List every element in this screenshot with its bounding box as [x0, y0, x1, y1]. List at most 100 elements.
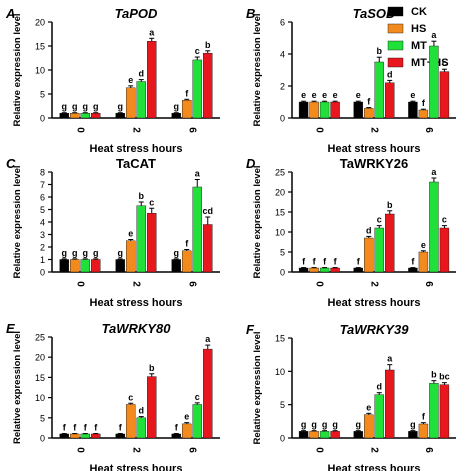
bar-hs — [182, 423, 192, 439]
y-tick-label: 15 — [275, 208, 285, 218]
bar-ck — [353, 267, 363, 273]
significance-letter: g — [301, 420, 307, 430]
bar-hs — [418, 109, 429, 119]
bar-hs — [309, 267, 319, 273]
bar-mt-hs — [203, 53, 213, 119]
significance-letter: f — [73, 423, 77, 433]
bar-mt-hs — [91, 259, 101, 273]
panel-letter: C — [6, 156, 16, 171]
significance-letter: f — [84, 423, 88, 433]
significance-letter: f — [323, 257, 327, 267]
y-tick-label: 5 — [40, 90, 45, 100]
y-tick-label: 10 — [275, 367, 285, 377]
significance-letter: e — [421, 240, 426, 250]
bar-mt — [429, 181, 439, 273]
bar-mt-hs — [439, 384, 450, 439]
bar-mt-hs — [330, 101, 340, 119]
x-tick-label: 0 — [74, 281, 85, 287]
x-tick-label: 0 — [314, 127, 325, 133]
significance-letter: f — [302, 257, 306, 267]
legend: CKHSMTMT+HS — [387, 6, 449, 69]
significance-letter: d — [139, 406, 145, 416]
x-tick-label: 0 — [74, 447, 85, 453]
x-axis-label: Heat stress hours — [328, 143, 421, 155]
y-tick-label: 5 — [280, 400, 285, 410]
y-axis-label: Relative expression level — [252, 13, 263, 126]
significance-letter: f — [422, 412, 426, 422]
bar-mt — [374, 61, 384, 119]
bar-ck — [298, 267, 309, 273]
y-tick-label: 5 — [280, 248, 285, 258]
bar-mt — [192, 404, 202, 439]
y-tick-label: 0 — [280, 268, 285, 278]
y-axis-label: Relative expression level — [252, 331, 263, 444]
x-tick-label: 0 — [314, 281, 325, 287]
significance-letter: b — [377, 46, 383, 56]
bar-mt — [319, 431, 330, 439]
significance-letter: d — [366, 225, 372, 235]
significance-letter: f — [422, 98, 426, 108]
bar-ck — [115, 433, 125, 439]
bar-hs — [70, 259, 80, 273]
x-tick-label: 0 — [314, 447, 325, 453]
y-axis-label: Relative expression level — [12, 13, 23, 126]
x-axis-label: Heat stress hours — [90, 463, 183, 471]
bar-ck — [298, 101, 309, 119]
bar-ck — [353, 431, 363, 439]
bar-mt-hs — [330, 267, 340, 273]
significance-letter: c — [377, 215, 382, 225]
y-tick-label: 8 — [40, 168, 45, 178]
bar-mt — [319, 101, 330, 119]
x-tick-label: 2 — [130, 447, 141, 453]
significance-letter: g — [83, 248, 89, 258]
significance-letter: e — [128, 75, 133, 85]
y-tick-label: 5 — [40, 413, 45, 423]
bar-mt — [429, 45, 439, 119]
y-tick-label: 4 — [280, 50, 285, 60]
legend-swatch — [387, 6, 404, 17]
bar-mt-hs — [330, 431, 340, 439]
bar-mt — [80, 112, 90, 119]
bar-mt-hs — [147, 41, 157, 119]
legend-label: HS — [411, 23, 426, 35]
bar-ck — [59, 259, 69, 273]
bar-mt-hs — [385, 369, 395, 439]
bar-mt-hs — [385, 82, 395, 119]
bar-mt-hs — [147, 213, 157, 273]
significance-letter: e — [128, 229, 133, 239]
y-tick-label: 15 — [35, 42, 45, 52]
bar-mt-hs — [439, 227, 450, 273]
y-tick-label: 15 — [275, 334, 285, 344]
bar-ck — [171, 112, 181, 119]
bar-mt-hs — [439, 71, 450, 119]
x-tick-label: 6 — [423, 447, 434, 453]
significance-letter: f — [63, 423, 67, 433]
significance-letter: e — [184, 412, 189, 422]
significance-letter: g — [118, 102, 124, 112]
x-tick-label: 6 — [186, 447, 197, 453]
bar-mt-hs — [91, 112, 101, 119]
y-tick-label: 20 — [35, 18, 45, 28]
y-tick-label: 20 — [275, 188, 285, 198]
significance-letter: f — [185, 88, 189, 98]
y-tick-label: 10 — [35, 393, 45, 403]
panel-letter: F — [246, 322, 255, 337]
x-tick-label: 6 — [423, 281, 434, 287]
x-tick-label: 6 — [186, 281, 197, 287]
significance-letter: f — [119, 423, 123, 433]
x-axis-label: Heat stress hours — [90, 297, 183, 309]
significance-letter: d — [139, 69, 145, 79]
significance-letter: a — [195, 169, 201, 179]
y-axis-label: Relative expression level — [12, 165, 23, 278]
significance-letter: e — [322, 90, 327, 100]
significance-letter: a — [387, 354, 393, 364]
x-tick-label: 6 — [186, 127, 197, 133]
panel-letter: D — [246, 156, 256, 171]
y-tick-label: 4 — [40, 218, 45, 228]
legend-swatch — [387, 40, 404, 51]
x-axis-label: Heat stress hours — [328, 463, 421, 471]
x-tick-label: 2 — [130, 127, 141, 133]
bar-hs — [364, 414, 374, 439]
bar-hs — [70, 112, 80, 119]
